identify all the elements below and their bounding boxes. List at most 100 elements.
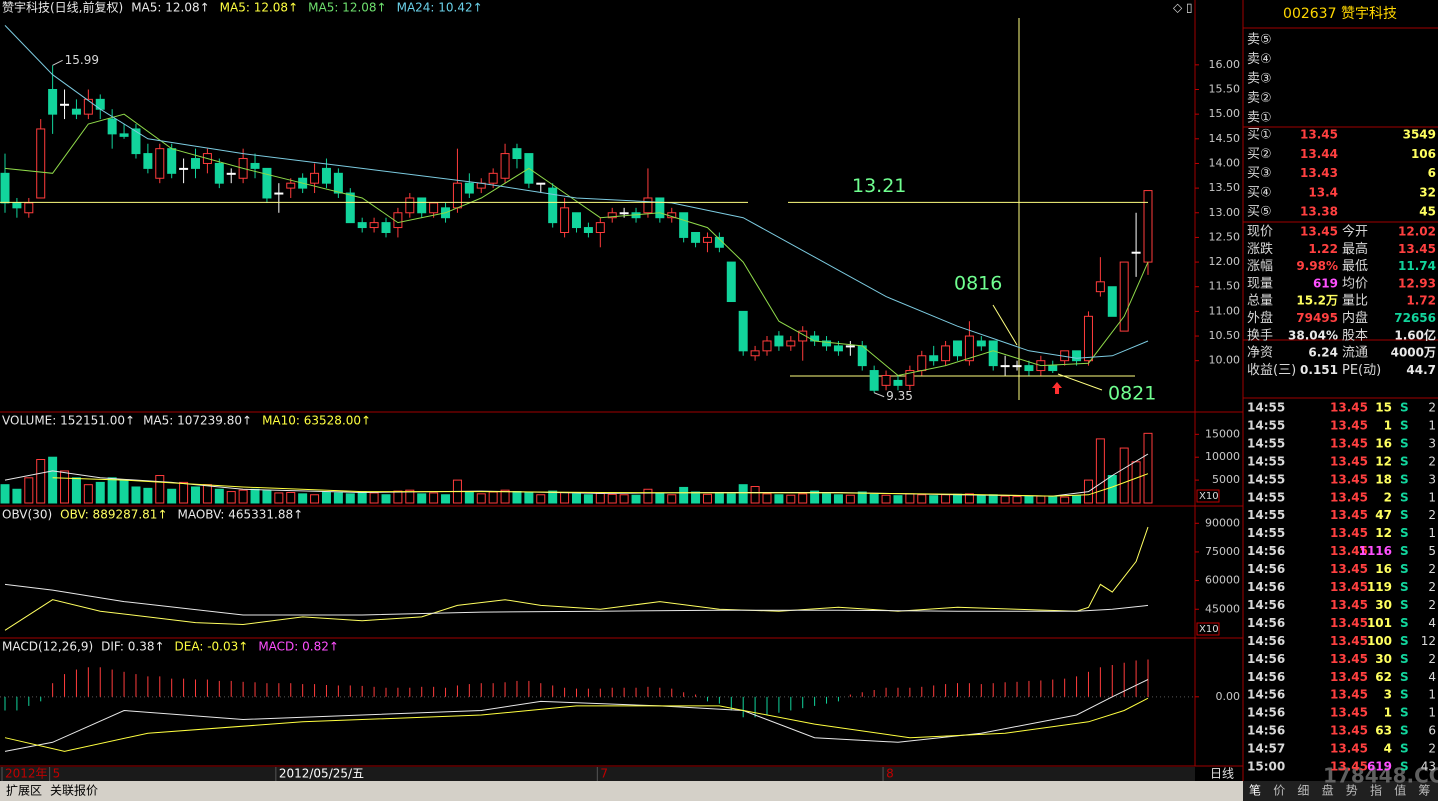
- trade-count: 1: [1428, 490, 1436, 504]
- macd-line: [4, 697, 1149, 752]
- trade-volume: 16: [1375, 562, 1392, 576]
- volume-bar: [393, 490, 403, 504]
- trade-side: S: [1400, 706, 1409, 720]
- side-tab[interactable]: 筹: [1418, 784, 1430, 798]
- trade-price: 13.45: [1330, 598, 1368, 612]
- side-tab[interactable]: 细: [1297, 784, 1309, 798]
- trade-time: 14:56: [1247, 580, 1285, 594]
- candle-body: [786, 340, 796, 347]
- trade-count: 4: [1428, 670, 1436, 684]
- volume-bar: [810, 490, 820, 504]
- stat-label: 股本: [1342, 328, 1368, 343]
- stat-value: 15.2万: [1296, 294, 1338, 308]
- volume-bar: [214, 488, 224, 504]
- volume-bar: [191, 486, 200, 504]
- volume-bar: [298, 493, 308, 504]
- trade-side: S: [1400, 742, 1409, 756]
- legend-item: MA5: 107239.80↑: [143, 414, 252, 428]
- volume-bar: [441, 494, 451, 504]
- trade-time: 14:56: [1247, 652, 1285, 666]
- bid-price: 13.38: [1300, 205, 1338, 219]
- trade-time: 14:55: [1247, 472, 1285, 486]
- volume-bar: [524, 492, 534, 504]
- volume-bar: [464, 491, 474, 504]
- bid-volume: 106: [1411, 147, 1436, 161]
- trade-price: 13.45: [1330, 706, 1368, 720]
- volume-bar: [262, 490, 272, 504]
- volume-bar: [1131, 461, 1141, 504]
- trade-price: 13.45: [1330, 760, 1368, 774]
- candle-body: [702, 236, 712, 243]
- candle-body: [750, 350, 760, 357]
- volume-bar: [381, 494, 391, 504]
- candle-body: [274, 192, 284, 195]
- indicator-line: [4, 526, 1149, 631]
- trade-side: S: [1400, 418, 1409, 432]
- candle-body: [60, 103, 70, 106]
- stat-label: 外盘: [1247, 310, 1273, 326]
- side-tab[interactable]: 盘: [1322, 783, 1334, 798]
- volume-bar: [572, 493, 581, 504]
- volume-bar: [321, 491, 331, 504]
- candle-body: [988, 340, 998, 367]
- trade-side: S: [1400, 652, 1409, 666]
- side-tab[interactable]: 价: [1273, 784, 1285, 798]
- volume-bar: [738, 484, 748, 504]
- volume-bar: [476, 493, 486, 504]
- legend-item: DIF: 0.38↑: [101, 640, 164, 654]
- volume-bar: [762, 493, 772, 504]
- legend-item: MACD: 0.82↑: [258, 640, 339, 654]
- side-tab[interactable]: 势: [1346, 784, 1358, 798]
- signal-arrow: [1052, 382, 1062, 394]
- volume-bar: [1012, 496, 1022, 504]
- candle-body: [643, 197, 653, 214]
- side-tab[interactable]: 笔: [1249, 783, 1261, 798]
- trade-volume: 18: [1375, 472, 1392, 486]
- stat-value: 13.45: [1398, 242, 1436, 256]
- side-tab[interactable]: 值: [1394, 783, 1406, 798]
- y-tick-label: 0.00: [1216, 690, 1241, 703]
- bid-volume: 6: [1428, 166, 1436, 180]
- trade-price: 13.45: [1330, 742, 1368, 756]
- volume-bar: [1036, 495, 1046, 504]
- tab[interactable]: 扩展区: [6, 784, 42, 798]
- bid-price: 13.43: [1300, 166, 1338, 180]
- candle-body: [857, 345, 867, 367]
- volume-bar: [1119, 447, 1129, 504]
- candle-body: [36, 128, 46, 199]
- volume-bar: [512, 491, 522, 504]
- volume-bar: [1072, 495, 1082, 504]
- tab[interactable]: 关联报价: [50, 783, 98, 798]
- stat-label: 均价: [1342, 276, 1368, 291]
- volume-bar: [726, 493, 736, 504]
- side-tab[interactable]: 指: [1370, 783, 1382, 798]
- trade-side: S: [1400, 544, 1409, 558]
- candle-body: [417, 197, 427, 214]
- candle-body: [48, 88, 58, 115]
- y-tick-label: 5000: [1212, 473, 1240, 486]
- trade-price: 13.45: [1330, 418, 1368, 432]
- candle-body: [1131, 251, 1141, 254]
- volume-bar: [1107, 475, 1117, 504]
- volume-bar: [988, 494, 998, 504]
- stat-value: 72656: [1394, 311, 1436, 325]
- candle-body: [345, 192, 355, 224]
- trade-price: 13.45: [1330, 616, 1368, 630]
- stat-value: 6.24: [1308, 346, 1338, 360]
- stat-label: 内盘: [1342, 310, 1368, 326]
- candle-body: [953, 340, 962, 357]
- trade-price: 13.45: [1330, 526, 1368, 540]
- y-tick-label: 13.50: [1209, 181, 1241, 194]
- candle-body: [1012, 365, 1022, 368]
- volume-bar: [429, 492, 439, 504]
- y-tick-label: 12.50: [1209, 230, 1241, 243]
- watermark: 178448.COM: [1323, 764, 1438, 788]
- candle-body: [262, 167, 272, 199]
- reference-label: 13.21: [852, 175, 906, 197]
- stat-label: 量比: [1342, 294, 1368, 309]
- candle-body: [893, 379, 903, 386]
- stat-value: 4000万: [1391, 346, 1436, 360]
- stat-label: 最低: [1342, 259, 1368, 274]
- volume-bar: [202, 484, 212, 504]
